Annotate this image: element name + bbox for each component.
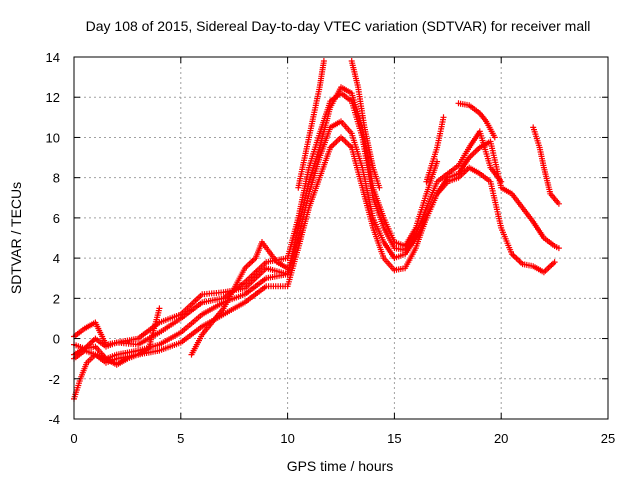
- y-tick-label: 2: [53, 291, 60, 306]
- data-points-track-7: [295, 58, 327, 191]
- axis-ticks: [73, 56, 609, 420]
- grid: [74, 57, 608, 419]
- x-axis-label: GPS time / hours: [287, 458, 394, 474]
- y-tick-label: 8: [53, 171, 60, 186]
- data-points-track-1: [71, 84, 441, 348]
- y-tick-label: -4: [48, 412, 60, 427]
- data-points-track-10: [455, 100, 498, 141]
- y-tick-label: -2: [48, 372, 60, 387]
- x-tick-label: 25: [601, 431, 615, 446]
- series-track-3: [71, 118, 558, 362]
- x-tick-label: 0: [70, 431, 77, 446]
- y-tick-label: 6: [53, 211, 60, 226]
- series-track-7: [295, 58, 327, 191]
- x-tick-label: 20: [494, 431, 508, 446]
- x-tick-label: 15: [387, 431, 401, 446]
- x-tick-label: 5: [177, 431, 184, 446]
- series-track-6: [188, 239, 291, 358]
- chart-title: Day 108 of 2015, Sidereal Day-to-day VTE…: [86, 18, 591, 34]
- series-track-9: [423, 114, 447, 185]
- y-tick-label: 10: [46, 130, 60, 145]
- y-tick-label: 4: [53, 251, 60, 266]
- series-track-10: [455, 100, 498, 141]
- x-tick-label: 10: [280, 431, 294, 446]
- data-points-track-11: [530, 124, 562, 207]
- y-tick-label: 12: [46, 90, 60, 105]
- y-axis-label: SDTVAR / TECUs: [8, 182, 24, 294]
- tick-labels: 0 5 10 15 20 25 -4 -2 0 2 4 6 8 10 12 14: [46, 50, 616, 446]
- data-points-track-3: [71, 118, 558, 362]
- series-track-8: [348, 58, 383, 191]
- data-points-track-8: [348, 58, 383, 191]
- series-track-1: [71, 84, 441, 348]
- y-tick-label: 14: [46, 50, 60, 65]
- series-track-11: [530, 124, 562, 207]
- data-points-track-9: [423, 114, 447, 185]
- y-tick-label: 0: [53, 332, 60, 347]
- plot-frame: [73, 56, 609, 420]
- data-points-track-6: [188, 239, 291, 358]
- plot-area: [71, 58, 562, 402]
